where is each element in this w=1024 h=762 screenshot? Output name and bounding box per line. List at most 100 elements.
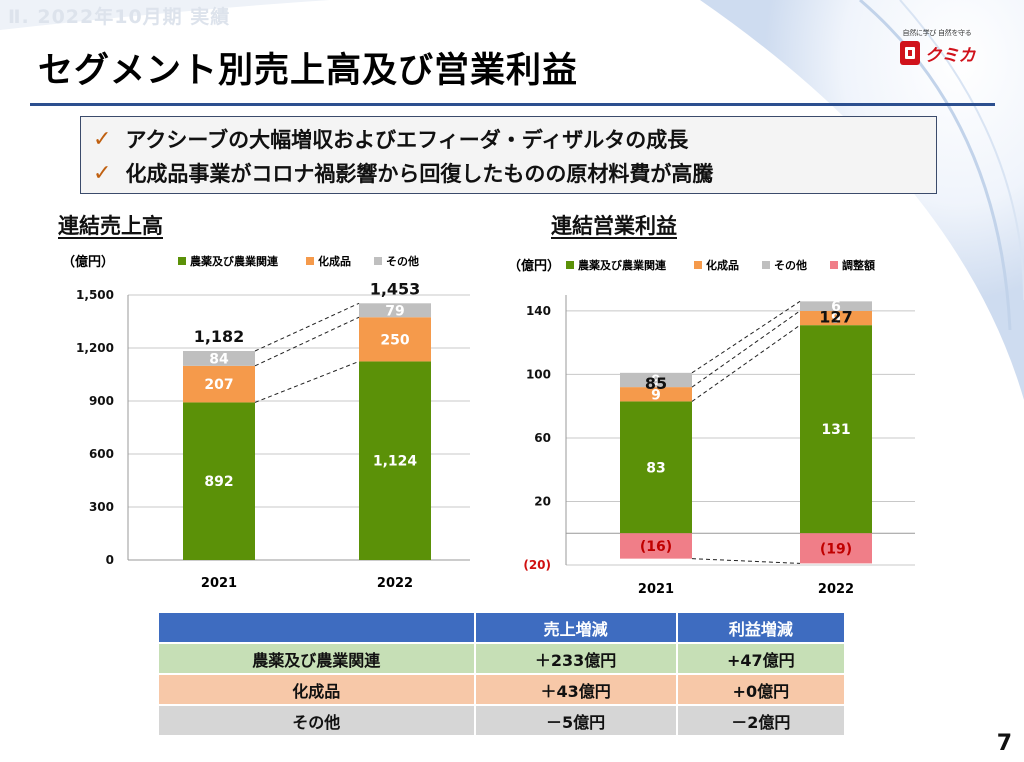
unit-label: （億円） — [62, 254, 114, 270]
data-label: 9 — [831, 311, 841, 327]
data-label: 83 — [646, 460, 665, 476]
y-tick-label: 100 — [526, 367, 551, 381]
data-label: 9 — [651, 373, 661, 389]
bar-segment — [183, 351, 255, 366]
bar-segment — [620, 387, 692, 402]
page-title: セグメント別売上高及び営業利益 — [38, 51, 579, 91]
y-tick-label: 1,200 — [76, 341, 114, 355]
table-header-cell — [159, 613, 474, 642]
highlight-item: ✓ アクシーブの大幅増収およびエフィーダ・ディザルタの成長 — [93, 122, 936, 156]
bar-segment — [620, 533, 692, 559]
data-label: 9 — [651, 387, 661, 403]
legend-swatch — [178, 257, 186, 265]
total-label: 1,453 — [370, 279, 421, 298]
bar-segment — [800, 301, 872, 311]
legend-swatch — [374, 257, 382, 265]
y-tick-label: 1,500 — [76, 288, 114, 302]
legend-swatch — [306, 257, 314, 265]
sales-change-cell: －5億円 — [475, 706, 676, 735]
segment-cell: その他 — [159, 706, 474, 735]
profit-change-cell: －2億円 — [677, 706, 844, 735]
table-row: 農薬及び農業関連 ＋233億円 +47億円 — [159, 644, 844, 673]
data-label: 250 — [380, 332, 409, 348]
legend-swatch — [694, 261, 702, 269]
x-tick-label: 2022 — [377, 576, 413, 591]
data-label: 84 — [209, 351, 229, 367]
logo-name: クミカ — [924, 45, 976, 66]
legend-swatch — [566, 261, 574, 269]
logo-emblem-icon — [899, 41, 920, 65]
title-underline — [30, 103, 995, 106]
bar-segment — [800, 533, 872, 564]
bar-segment — [183, 365, 255, 403]
table-row: 化成品 ＋43億円 +0億円 — [159, 675, 844, 704]
sales-chart-title: 連結売上高 — [58, 214, 163, 238]
summary-table: 売上増減 利益増減 農薬及び農業関連 ＋233億円 +47億円 化成品 ＋43億… — [157, 611, 846, 737]
highlight-item: ✓ 化成品事業がコロナ禍影響から回復したものの原材料費が高騰 — [93, 156, 936, 190]
sales-change-cell: ＋43億円 — [475, 675, 676, 704]
section-label: Ⅱ. 2022年10月期 実績 — [8, 6, 231, 28]
connector-line — [254, 302, 360, 352]
legend-swatch — [830, 261, 838, 269]
y-tick-label: 20 — [534, 494, 551, 508]
y-tick-label: 60 — [534, 431, 551, 445]
bar-segment — [620, 401, 692, 534]
company-logo: 自然に学び 自然を守る クミカ — [890, 28, 984, 96]
connector-line — [691, 300, 801, 374]
profit-change-cell: +47億円 — [677, 644, 844, 673]
x-tick-label: 2021 — [201, 576, 237, 591]
legend-label: 化成品 — [706, 258, 739, 272]
data-label: 131 — [821, 422, 850, 438]
x-tick-label: 2021 — [638, 582, 674, 597]
data-label: (19) — [820, 541, 852, 557]
sales-change-cell: ＋233億円 — [475, 644, 676, 673]
total-label: 1,182 — [194, 327, 245, 346]
bar-segment — [359, 317, 431, 362]
highlight-text: 化成品事業がコロナ禍影響から回復したものの原材料費が高騰 — [125, 162, 714, 186]
data-label: (16) — [640, 539, 672, 555]
y-tick-label: 600 — [89, 447, 114, 461]
table-header-cell: 売上増減 — [475, 613, 676, 642]
legend-label: 調整額 — [842, 258, 875, 272]
bar-segment — [620, 372, 692, 388]
y-tick-label: 300 — [89, 500, 114, 514]
profit-chart-title: 連結営業利益 — [551, 214, 677, 238]
profit-change-cell: +0億円 — [677, 675, 844, 704]
connector-line — [691, 558, 801, 564]
data-label: 79 — [385, 303, 404, 319]
bar-segment — [359, 361, 431, 560]
y-tick-label: 140 — [526, 304, 551, 318]
legend-label: その他 — [386, 254, 419, 268]
table-header-row: 売上増減 利益増減 — [159, 613, 844, 642]
total-label: 127 — [819, 308, 852, 327]
total-label: 85 — [645, 374, 667, 393]
connector-line — [691, 324, 801, 402]
unit-label: （億円） — [508, 258, 560, 274]
data-label: 6 — [831, 299, 841, 315]
bar-segment — [359, 303, 431, 318]
x-tick-label: 2022 — [818, 582, 854, 597]
connector-line — [254, 316, 360, 367]
data-label: 207 — [204, 377, 233, 393]
check-icon: ✓ — [93, 160, 112, 186]
bar-segment — [800, 325, 872, 534]
legend-label: 化成品 — [318, 254, 351, 268]
table-row: その他 －5億円 －2億円 — [159, 706, 844, 735]
segment-cell: 農薬及び農業関連 — [159, 644, 474, 673]
data-label: 1,124 — [373, 454, 418, 470]
segment-cell: 化成品 — [159, 675, 474, 704]
connector-line — [691, 310, 801, 388]
legend-label: 農薬及び農業関連 — [190, 254, 279, 268]
highlight-text: アクシーブの大幅増収およびエフィーダ・ディザルタの成長 — [125, 128, 689, 152]
check-icon: ✓ — [93, 126, 112, 152]
connector-line — [254, 360, 360, 403]
logo-mark: クミカ — [890, 40, 984, 66]
legend-swatch — [762, 261, 770, 269]
legend-label: 農薬及び農業関連 — [578, 258, 667, 272]
table-header-cell: 利益増減 — [677, 613, 844, 642]
bar-segment — [183, 402, 255, 560]
y-tick-label: (20) — [523, 558, 551, 572]
logo-tagline: 自然に学び 自然を守る — [902, 29, 972, 37]
y-tick-label: 0 — [106, 553, 114, 567]
